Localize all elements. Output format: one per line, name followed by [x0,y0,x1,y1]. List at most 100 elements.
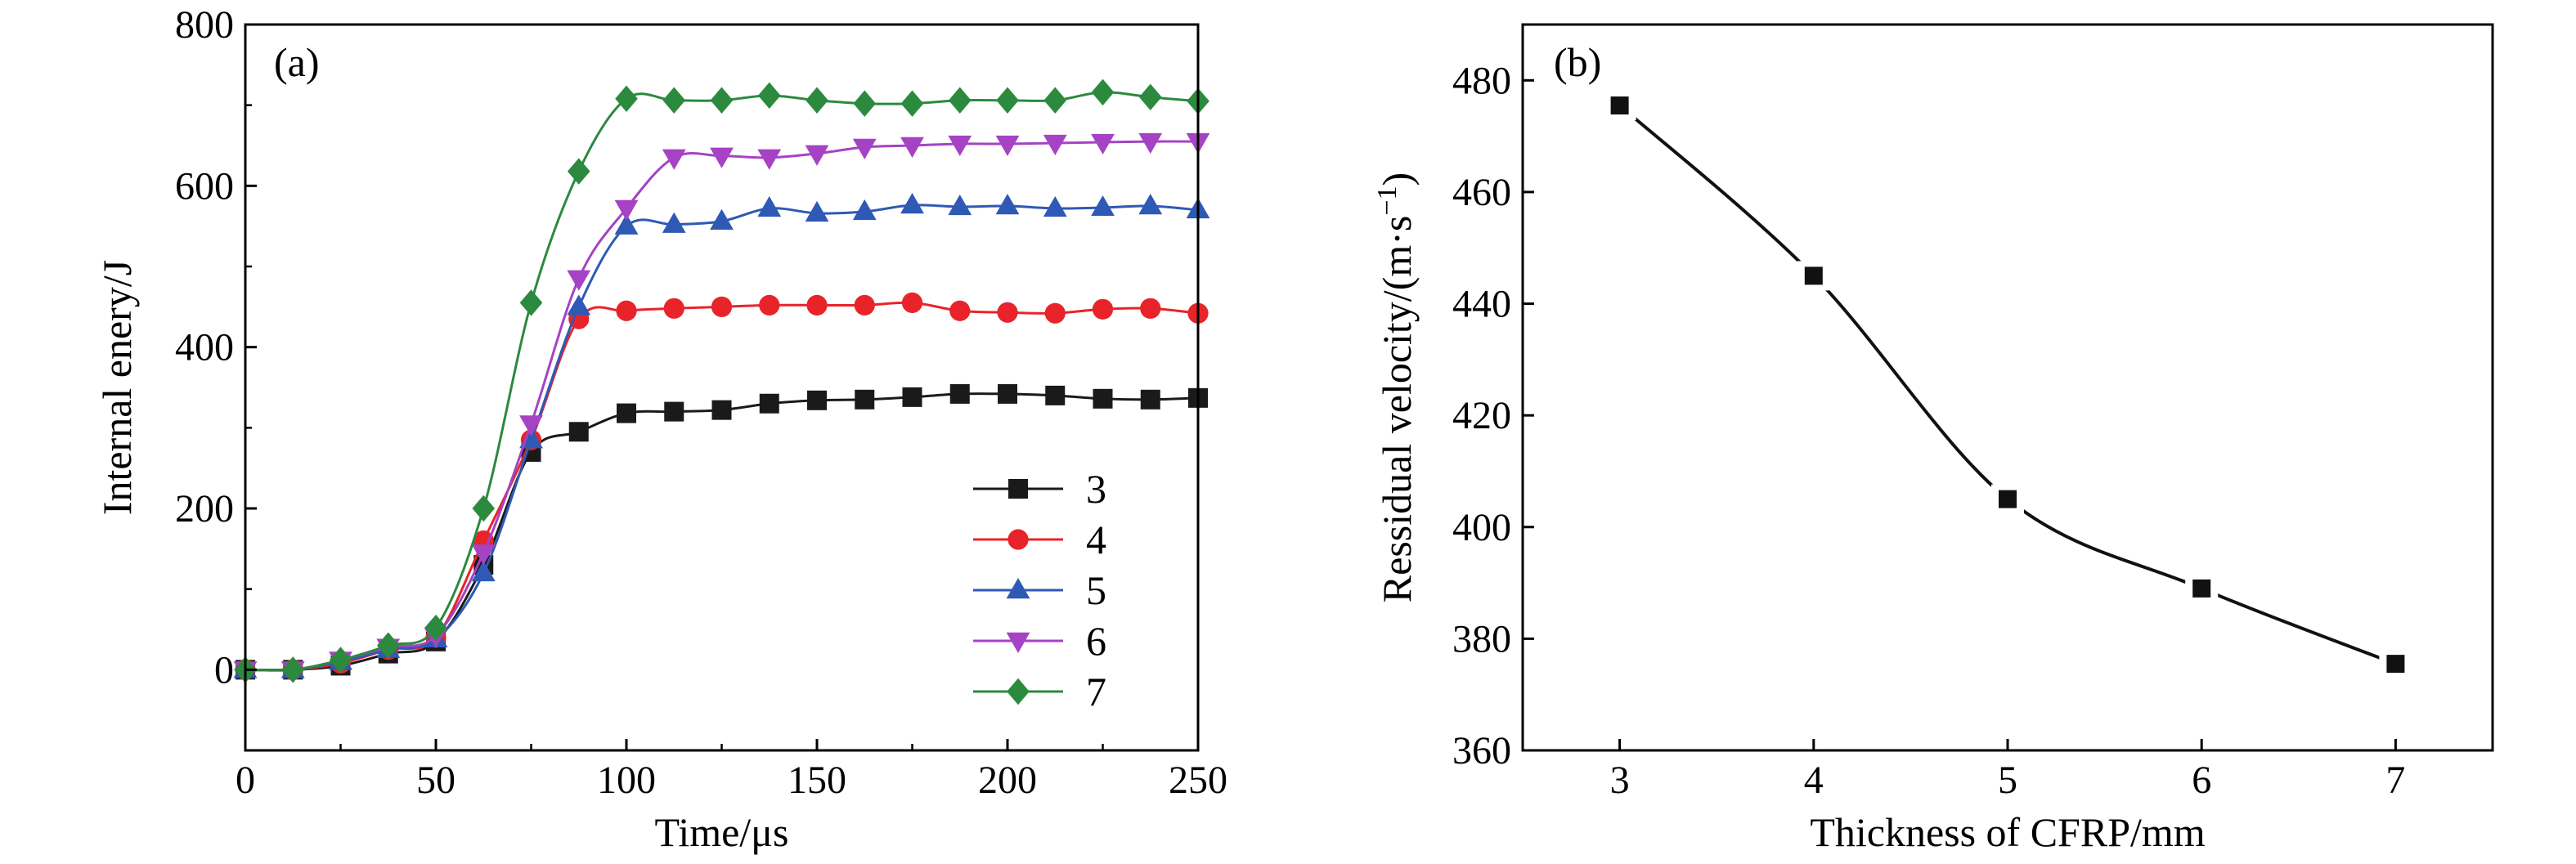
panel-a-series-6-point [852,138,877,159]
panel-a-series-5-point [471,560,496,582]
panel-a-series-4-line [245,301,1199,672]
panel-a-x-tick-label: 200 [978,759,1037,802]
panel-a-legend-label: 5 [1086,567,1106,613]
panel-a-series-6-point [757,149,782,170]
panel-a-series-6-point [519,415,543,436]
panel-b-y-axis-title-main: Ressidual velocity/(m·s [1374,216,1420,603]
panel-a-series-5-point [614,213,639,235]
panel-b-x-tick-label: 4 [1804,759,1824,802]
panel-a-legend-label: 6 [1086,618,1106,664]
panel-a-series-3-point [807,390,827,410]
panel-b-point [1610,96,1629,115]
panel-a-series-6-point [567,270,591,291]
panel-b-series [1603,91,2412,679]
panel-a-legend-marker [1007,678,1030,705]
panel-a-series-3-point [759,393,779,414]
panel-a-series-3-point [568,422,589,442]
panel-a-legend-label: 3 [1086,466,1106,512]
panel-a-x-axis-title: Time/μs [655,809,789,855]
panel-a-plot-area [233,78,1210,683]
panel-a-series-4-point [616,300,637,321]
panel-a-series-6-point [995,135,1020,157]
panel-a-series-3-point [855,389,875,410]
panel-b-point [1804,266,1823,285]
panel-a-series-7-point [1043,87,1067,114]
panel-b-y-tick-label: 460 [1452,171,1511,214]
panel-a-legend-marker [1008,529,1029,550]
panel-a-series-3-point [949,383,970,404]
panel-a-series-4-point [949,300,971,321]
panel-a-series-6-point [1138,132,1163,154]
panel-a-internal-energy-chart: 0 50 100 150 200 250 0 200 400 600 800 (a) Time/μs… [94,3,1227,855]
panel-a-y-tick-label: 400 [175,326,234,369]
panel-a-series-7-point [376,632,400,659]
panel-b-ticks: 3 4 5 6 7 360 380 400 420 440 460 480 [1452,59,2405,802]
panel-a-series-3-line [245,392,1199,672]
panel-a-legend-label: 7 [1086,669,1106,714]
panel-a-series-4-point [1092,298,1114,320]
panel-a-series-5-point [995,194,1020,215]
panel-a-y-axis-title: Internal enery/J [94,260,140,515]
panel-a-legend-item-6: 6 [973,618,1106,664]
panel-b-y-axis-title-close: ) [1374,172,1420,186]
panel-a-series-5-point [900,193,924,214]
panel-a-series-7-point [615,85,638,112]
panel-a-series-7-point [900,90,924,117]
panel-a-series-5-point [1043,195,1067,217]
panel-a-series-3-point [711,400,732,420]
panel-a-legend-item-3: 3 [973,466,1106,512]
panel-a-series-7-point [948,87,972,114]
panel-a-legend-marker [1008,479,1028,499]
panel-a-series-7-point [1138,83,1162,110]
panel-a-series-7-point [424,614,447,642]
panel-b-point [2386,655,2405,674]
panel-b-x-tick-label: 5 [1998,759,2017,802]
panel-b-y-tick-label: 380 [1452,617,1511,660]
panel-a-legend-marker [1006,578,1030,599]
panel-a-series-4-point [854,294,875,316]
panel-a-series-6-point [900,137,924,158]
panel-a-series-4-point [1044,302,1066,324]
panel-a-series-6-point [662,149,686,170]
panel-a-series-4 [235,292,1209,680]
panel-a-series-5-point [710,208,734,230]
panel-a-y-tick-label: 0 [214,648,234,692]
panel-a-y-tick-label: 600 [175,164,234,208]
panel-a-series-5-point [948,194,972,216]
panel-a-series-7-point [806,87,828,114]
panel-a-series-6-point [710,147,734,168]
panel-a-series-5-point [567,294,591,316]
panel-b-point [2192,579,2211,598]
panel-a-legend-item-4: 4 [973,517,1106,562]
panel-a-series-6-point [471,544,496,566]
panel-a-legend-item-7: 7 [973,669,1106,714]
panel-a-series-5-point [852,199,877,221]
panel-a-x-tick-label: 150 [788,759,846,802]
panel-a-legend-marker [1006,632,1030,653]
panel-a-series-7-point [710,87,734,114]
panel-a-series-7 [234,78,1209,683]
panel-a-legend: 3 4 5 6 7 [973,466,1106,714]
panel-a-series-4-point [806,294,828,316]
panel-a-x-tick-label: 50 [416,759,456,802]
panel-b-x-tick-label: 6 [2192,759,2211,802]
panel-b-axes-frame [1521,23,2494,752]
panel-a-series-4-point [663,298,684,319]
panel-b-fit-curve [1618,104,2397,665]
panel-a-y-tick-label: 800 [175,3,234,47]
panel-a-legend-item-5: 5 [973,567,1106,613]
panel-b-y-axis-title: Ressidual velocity/(m·s−1) [1372,172,1420,602]
panel-a-series-5 [233,193,1210,678]
panel-b-x-axis-title: Thickness of CFRP/mm [1810,809,2205,855]
panel-a-series-6-point [614,199,639,221]
panel-b-y-axis-title-sup: −1 [1372,186,1402,215]
panel-a-series-7-point [519,289,543,316]
panel-a-series-6-point [1091,133,1115,155]
panel-a-series-3-point [902,387,922,407]
panel-a-legend-label: 4 [1086,517,1106,562]
panel-b-point [1999,490,2017,508]
panel-b-y-tick-label: 420 [1452,394,1511,437]
panel-a-series-3 [236,383,1208,680]
panel-a-series-5-line [245,204,1199,672]
